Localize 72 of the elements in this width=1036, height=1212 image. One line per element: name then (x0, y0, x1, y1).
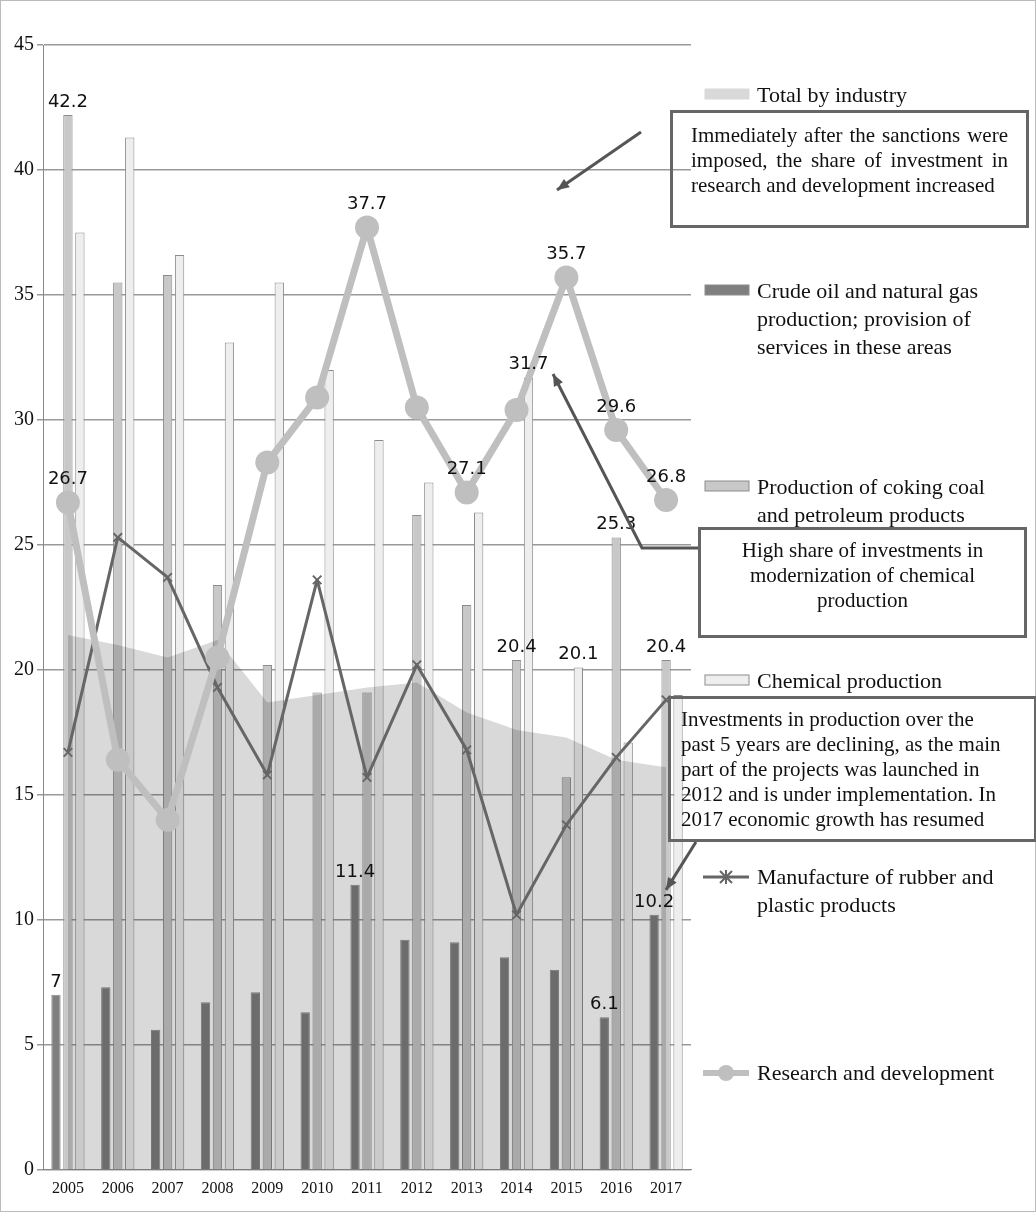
x-tick-label: 2017 (650, 1178, 683, 1196)
y-tick-label: 30 (14, 407, 34, 430)
data-label: 10.2 (634, 889, 675, 911)
y-tick-label: 10 (14, 907, 34, 930)
point (305, 385, 330, 410)
data-label: 29.6 (596, 394, 637, 416)
x-tick-label: 2014 (500, 1178, 533, 1196)
y-tick-label: 45 (14, 32, 34, 55)
data-label: 26.8 (646, 464, 687, 486)
y-tick-label: 35 (14, 282, 34, 305)
point (361, 772, 373, 783)
point (155, 807, 180, 832)
point (504, 397, 529, 422)
point (404, 395, 429, 420)
point (411, 659, 423, 671)
legend-label: Total by industry (757, 81, 908, 109)
y-tick-label: 40 (14, 157, 34, 180)
point (554, 265, 579, 290)
x-tick-label: 2005 (51, 1178, 84, 1196)
data-label: 42.2 (47, 89, 88, 111)
point (112, 532, 124, 543)
point (461, 744, 472, 756)
legend-label: Crude oil and natural gas production; provision of services in these areas (757, 277, 980, 361)
point (511, 909, 522, 921)
data-label: 26.7 (47, 467, 88, 489)
y-tick-label: 0 (24, 1157, 34, 1180)
point (205, 645, 230, 670)
point (55, 490, 80, 515)
x-tick-label: 2012 (400, 1178, 433, 1196)
data-label: 31.7 (508, 352, 549, 374)
legend-label: Production of coking coal and petroleum products (757, 473, 986, 529)
x-tick-label: 2015 (550, 1178, 583, 1196)
x-tick-label: 2010 (301, 1178, 334, 1196)
annotation: Immediately after the sanctions were imposed, the share of investment in research and development increased (670, 110, 1029, 228)
point (62, 747, 74, 758)
legend-label: Manufacture of rubber and plastic products (757, 863, 995, 919)
point (311, 574, 323, 586)
data-label: 11.4 (335, 859, 376, 881)
point (561, 819, 572, 831)
data-label: 20.4 (496, 634, 537, 656)
legend-label: Research and development (757, 1059, 995, 1087)
point (610, 752, 622, 763)
data-label: 6.1 (589, 992, 619, 1013)
x-tick-label: 2009 (251, 1178, 284, 1196)
y-tick-label: 5 (24, 1032, 34, 1055)
y-tick-label: 15 (14, 782, 34, 805)
point (255, 450, 280, 475)
y-tick-label: 20 (14, 657, 34, 680)
x-tick-label: 2007 (151, 1178, 184, 1196)
data-label: 37.7 (346, 192, 388, 214)
x-tick-label: 2006 (101, 1178, 134, 1196)
point (162, 572, 173, 583)
point (654, 487, 679, 512)
annotation: Investments in production over the past 5 years are declining, as the main part of the projects was launched in 2012 and is under implementation. In 2017 economic growth has resumed (668, 696, 1036, 842)
x-tick-label: 2016 (600, 1178, 633, 1196)
x-tick-label: 2011 (351, 1178, 383, 1196)
point (454, 480, 479, 505)
point (604, 417, 629, 442)
data-label: 27.1 (446, 457, 487, 479)
legend-label: Chemical production (757, 667, 944, 695)
y-tick-label: 25 (14, 532, 34, 555)
data-label: 35.7 (546, 242, 587, 264)
point (262, 769, 273, 781)
data-label: 7 (50, 969, 62, 991)
data-label: 20.1 (558, 642, 599, 664)
point (105, 747, 130, 772)
point (212, 682, 223, 693)
point (355, 215, 379, 240)
data-label: 20.4 (646, 634, 687, 656)
x-tick-label: 2008 (201, 1178, 234, 1196)
x-tick-label: 2013 (450, 1178, 483, 1196)
text: High share of investments in modernization of chemical production (698, 527, 1027, 638)
